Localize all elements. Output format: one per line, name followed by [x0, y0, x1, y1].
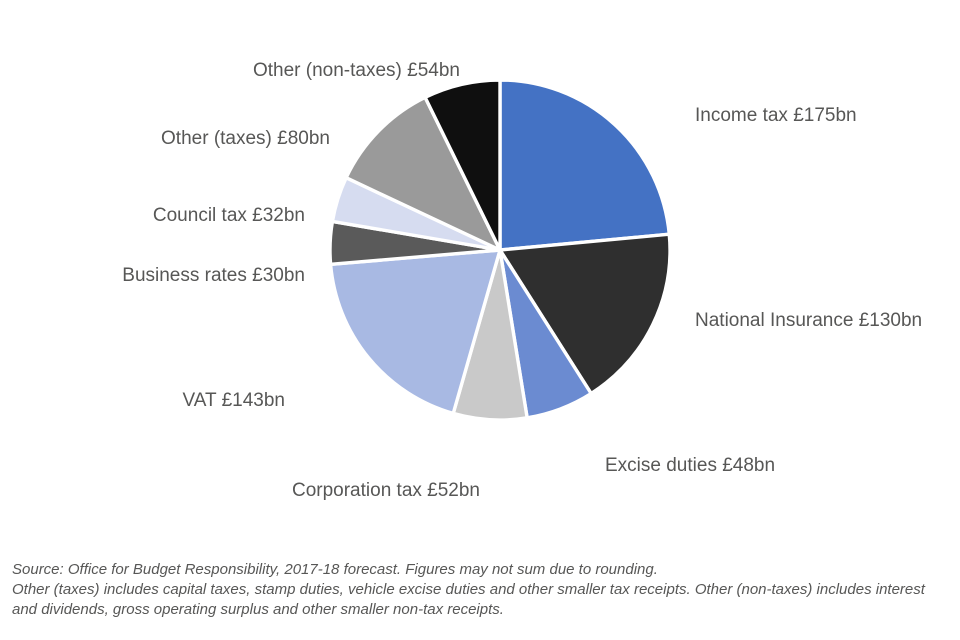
label-national-insurance: National Insurance £130bn [695, 310, 922, 333]
slice-income_tax [500, 80, 669, 250]
label-other-non-taxes: Other (non-taxes) £54bn [253, 60, 460, 83]
label-corporation-tax: Corporation tax £52bn [292, 480, 480, 503]
label-other-taxes: Other (taxes) £80bn [161, 128, 330, 151]
pie-chart-container: Income tax £175bn National Insurance £13… [0, 0, 960, 540]
pie-svg [330, 80, 670, 420]
footnote-detail: Other (taxes) includes capital taxes, st… [12, 580, 948, 621]
footnote-source: Source: Office for Budget Responsibility… [12, 560, 948, 580]
label-income-tax: Income tax £175bn [695, 105, 857, 128]
label-vat: VAT £143bn [183, 390, 285, 413]
label-council-tax: Council tax £32bn [153, 205, 305, 228]
label-excise-duties: Excise duties £48bn [605, 455, 775, 478]
label-business-rates: Business rates £30bn [122, 265, 305, 288]
